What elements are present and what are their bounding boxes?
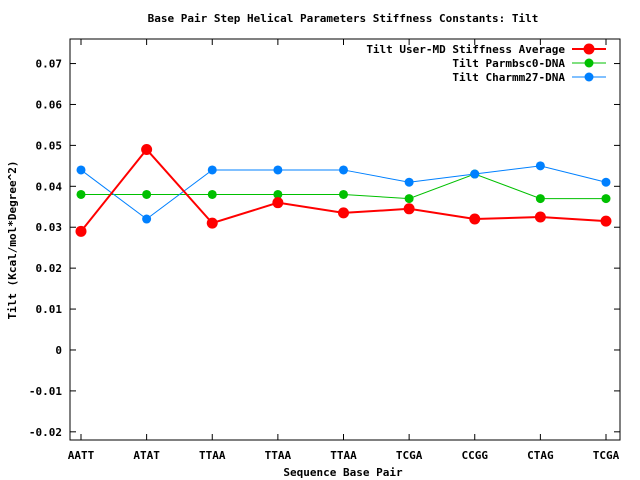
x-axis-label: Sequence Base Pair — [283, 466, 403, 479]
data-point — [273, 189, 283, 199]
y-tick-label: -0.02 — [29, 426, 62, 439]
data-point — [404, 194, 414, 204]
data-point — [141, 143, 153, 155]
y-tick-label: 0.04 — [36, 180, 63, 193]
data-point — [207, 189, 217, 199]
data-point — [601, 194, 611, 204]
y-tick-label: 0.02 — [36, 262, 63, 275]
series-group — [75, 143, 612, 237]
data-point — [273, 165, 283, 175]
x-tick-label: CTAG — [527, 449, 554, 462]
x-tick-label: TCGA — [593, 449, 620, 462]
y-tick-label: 0.05 — [36, 139, 63, 152]
data-point — [469, 213, 481, 225]
legend-swatch-point — [584, 72, 594, 82]
y-axis-label: Tilt (Kcal/mol*Degree^2) — [6, 161, 19, 320]
x-tick-label: TTAA — [199, 449, 226, 462]
y-tick-label: -0.01 — [29, 385, 62, 398]
x-tick-label: TCGA — [396, 449, 423, 462]
x-tick-label: TTAA — [330, 449, 357, 462]
data-point — [272, 197, 284, 209]
data-point — [470, 169, 480, 179]
y-tick-label: 0.06 — [36, 98, 63, 111]
y-axis: -0.02 -0.01 0 0.01 0.02 0.03 0.04 0.05 0.06 0.07 — [29, 58, 620, 439]
y-tick-label: 0.01 — [36, 303, 63, 316]
data-point — [338, 207, 349, 219]
data-point — [206, 217, 218, 229]
legend-label: Tilt Charmm27-DNA — [452, 71, 565, 84]
data-point — [404, 177, 414, 187]
data-point — [339, 165, 348, 175]
data-point — [403, 203, 415, 215]
data-point — [76, 189, 86, 199]
legend-label: Tilt Parmbsc0-DNA — [452, 57, 565, 70]
data-point — [76, 165, 86, 175]
x-tick-label: ATAT — [133, 449, 160, 462]
data-point — [535, 194, 545, 204]
data-point — [535, 161, 545, 171]
data-point — [75, 225, 87, 237]
data-point — [207, 165, 217, 175]
y-tick-label: 0.03 — [36, 221, 63, 234]
plot-frame — [69, 38, 621, 441]
x-tick-label: TTAA — [265, 449, 292, 462]
x-axis: AATT ATAT TTAA TTAA TTAA TCGA CCGG CTAG TCGA — [68, 39, 620, 462]
data-point — [601, 177, 611, 187]
data-point — [534, 211, 546, 223]
data-point — [142, 214, 152, 224]
x-tick-label: CCGG — [462, 449, 489, 462]
y-tick-label: 0 — [55, 344, 62, 357]
chart-title: Base Pair Step Helical Parameters Stiffn… — [148, 12, 539, 25]
legend-swatch-point — [584, 58, 594, 68]
legend-label: Tilt User-MD Stiffness Average — [366, 43, 565, 56]
legend-swatch-point — [583, 43, 595, 55]
y-tick-label: 0.07 — [36, 58, 63, 71]
data-point — [339, 189, 348, 199]
x-tick-label: AATT — [68, 449, 95, 462]
data-point — [600, 215, 612, 227]
data-point — [142, 189, 152, 199]
